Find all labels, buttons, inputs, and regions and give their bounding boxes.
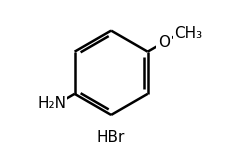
Text: O: O bbox=[157, 35, 169, 50]
Text: CH₃: CH₃ bbox=[173, 26, 201, 41]
Text: HBr: HBr bbox=[97, 130, 125, 145]
Text: H₂N: H₂N bbox=[37, 96, 66, 111]
